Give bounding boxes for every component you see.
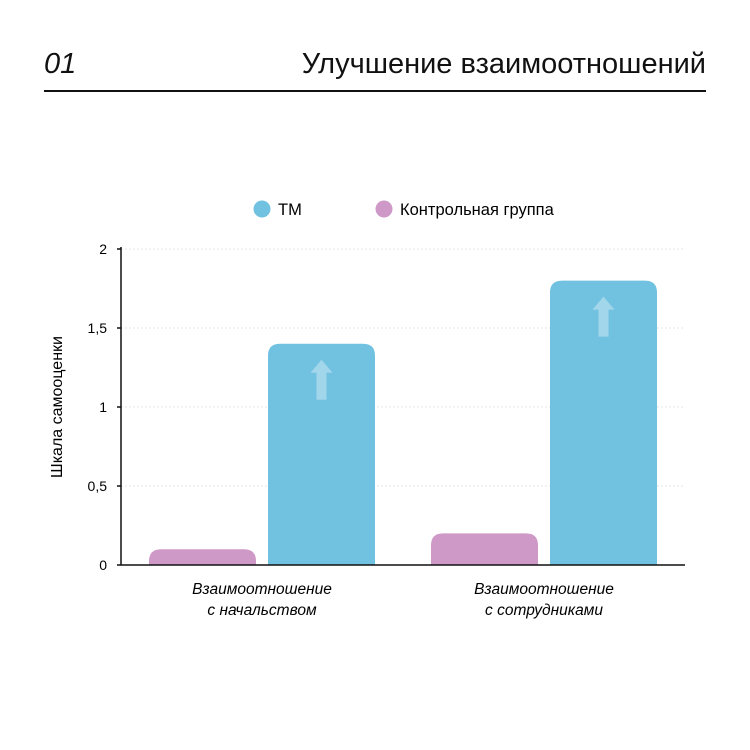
legend-label: ТМ (278, 201, 302, 219)
bar-tm (550, 280, 657, 565)
y-tick-label: 1,5 (88, 320, 108, 336)
slide-number: 01 (44, 48, 77, 80)
page-title: Улучшение взаимоотношений (301, 48, 706, 80)
y-tick-label: 0 (99, 557, 107, 573)
x-tick-label: с начальством (207, 602, 317, 619)
legend-marker (375, 200, 393, 218)
up-arrow-icon (592, 296, 615, 337)
legend-marker (253, 200, 271, 218)
x-tick-label: с сотрудниками (485, 602, 603, 619)
legend-label: Контрольная группа (400, 201, 555, 219)
y-axis-label: Шкала самооценки (49, 336, 66, 478)
up-arrow-icon (310, 359, 333, 400)
header-divider (44, 90, 706, 92)
bar-tm (268, 343, 375, 565)
x-tick-label: Взаимоотношение (192, 581, 332, 598)
x-tick-label: Взаимоотношение (474, 581, 614, 598)
y-tick-label: 0,5 (88, 478, 108, 494)
bar-control (431, 533, 538, 565)
y-tick-label: 1 (99, 399, 107, 415)
bar-control (149, 549, 256, 565)
y-tick-label: 2 (99, 241, 107, 257)
